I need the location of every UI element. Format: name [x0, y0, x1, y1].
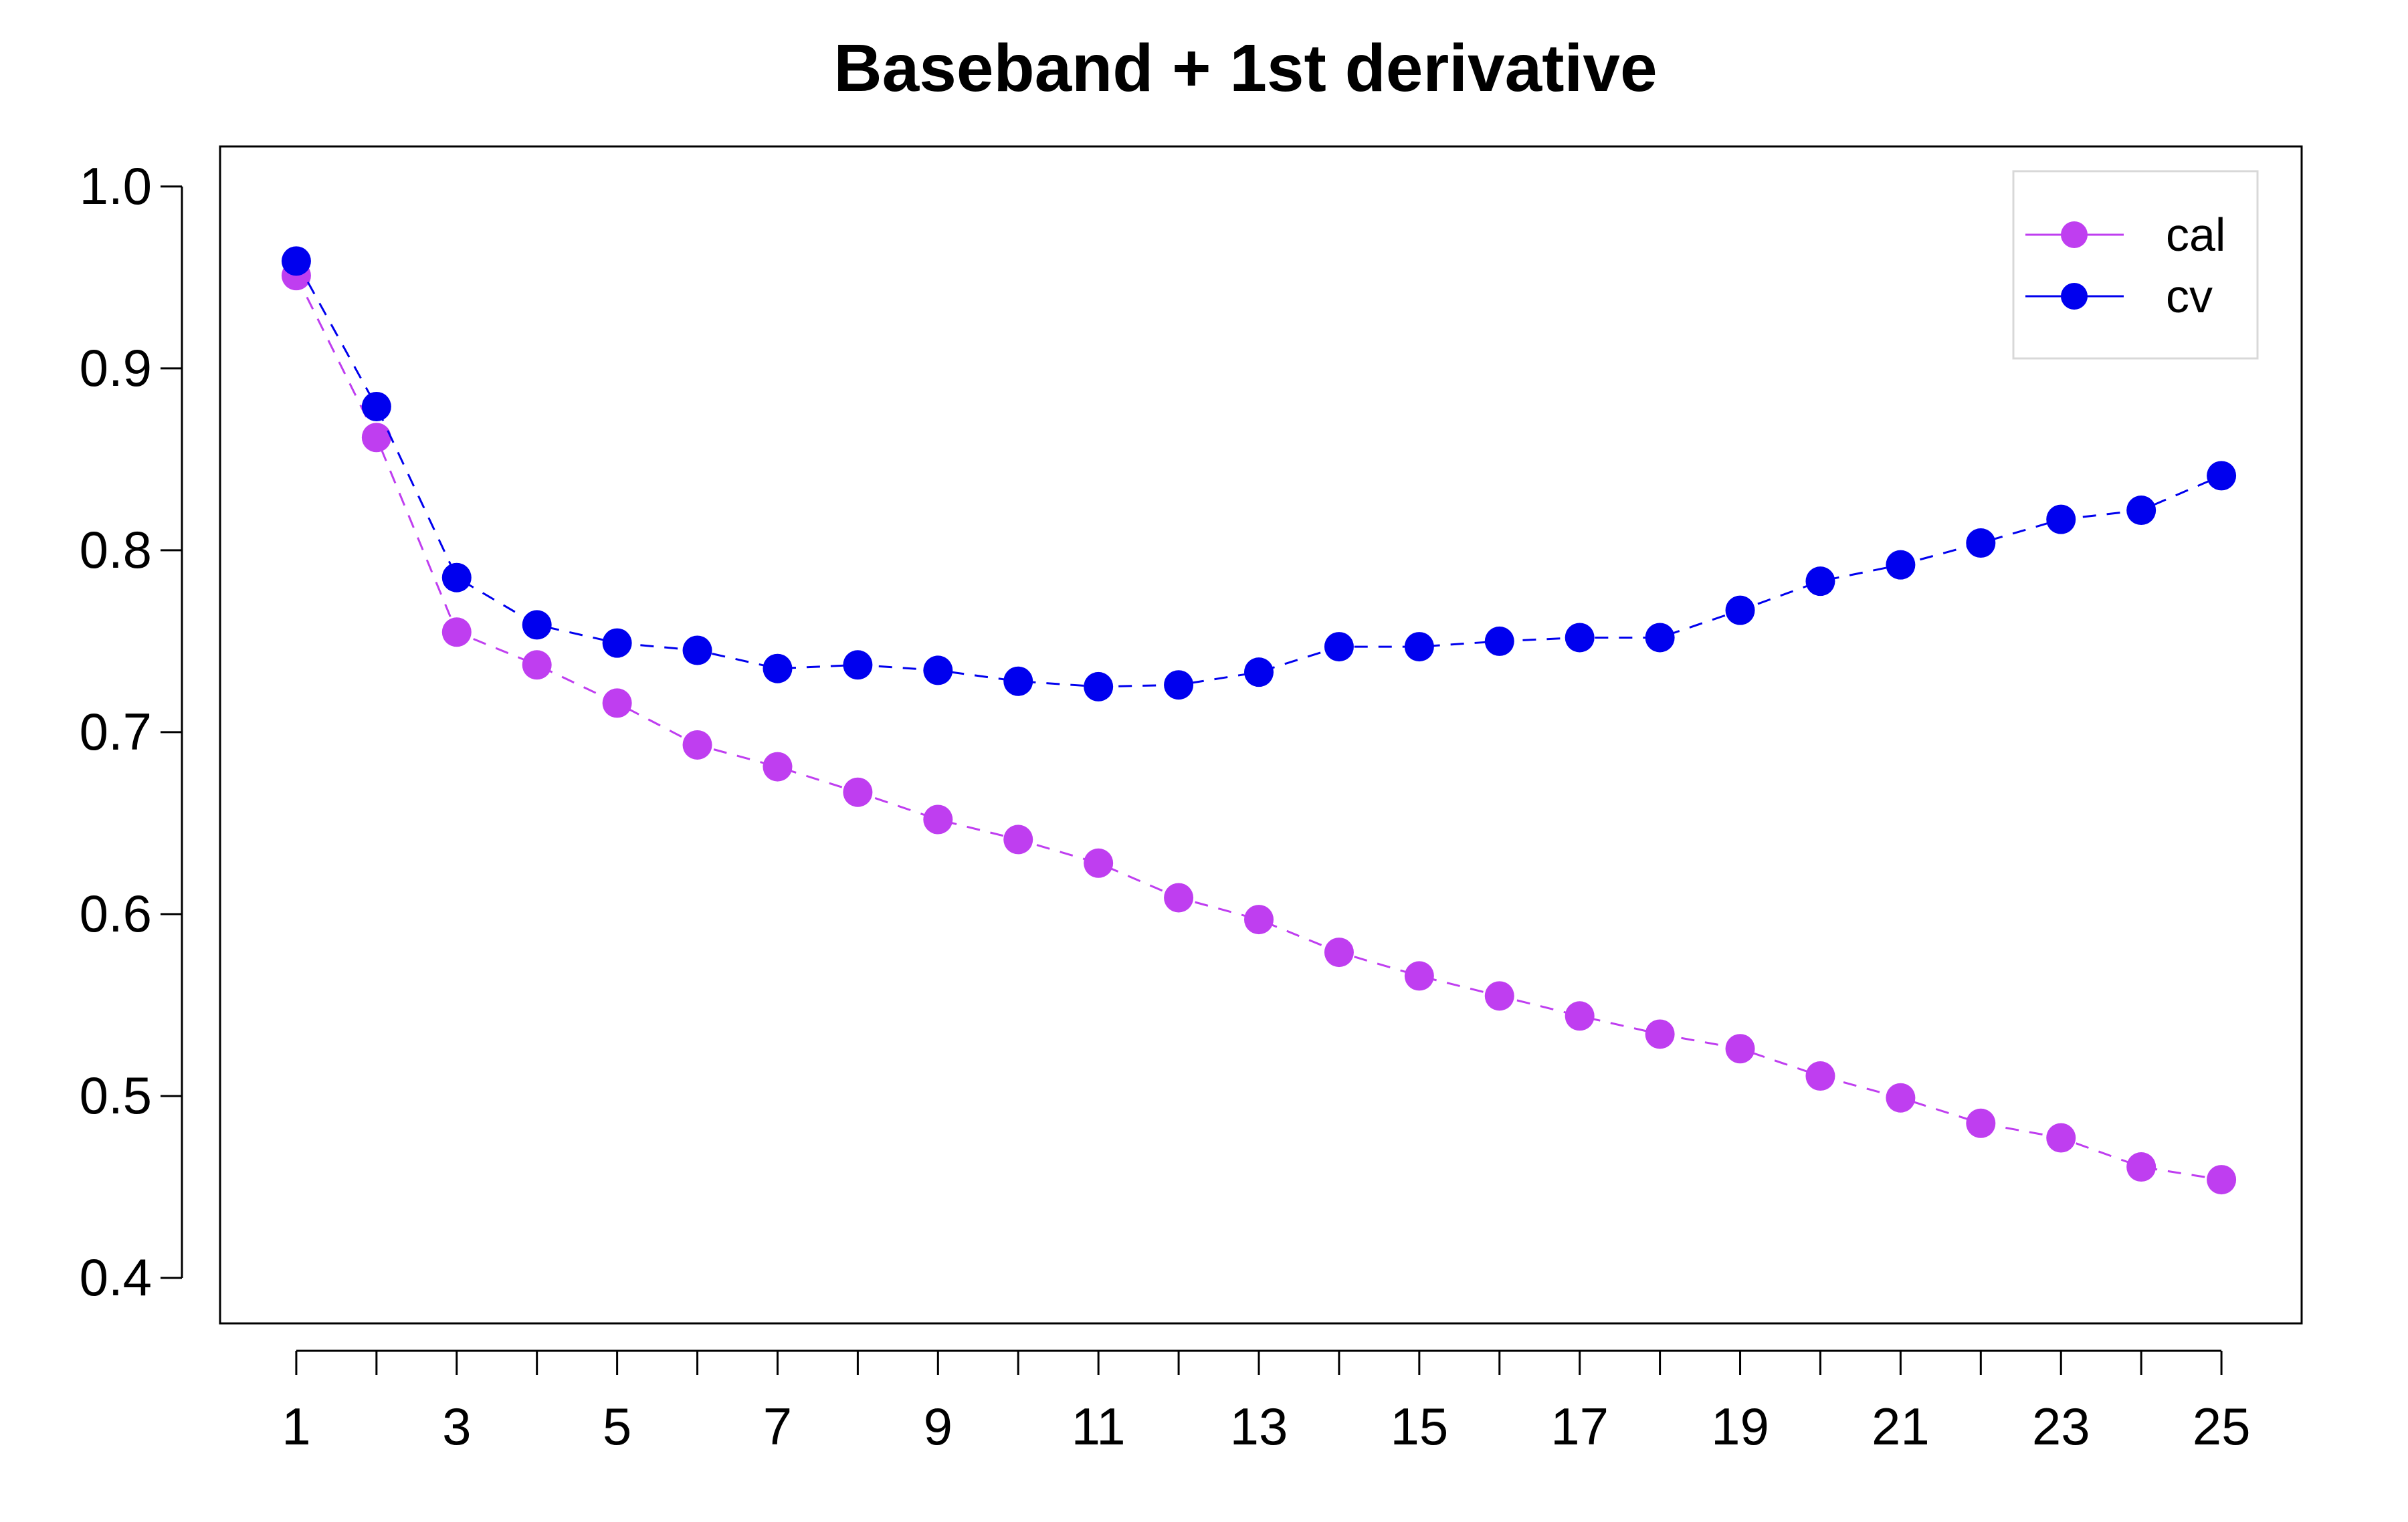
x-tick-label: 21 — [1872, 1397, 1930, 1456]
series-cal — [281, 261, 2237, 1195]
x-tick-label: 9 — [924, 1397, 952, 1456]
data-point-cal — [1084, 848, 1114, 878]
data-point-cv — [361, 391, 391, 421]
y-tick-label: 0.5 — [80, 1066, 152, 1125]
data-point-cv — [1805, 566, 1835, 596]
legend-point-cal — [2061, 221, 2088, 248]
data-point-cv — [522, 610, 552, 640]
series-line-cv — [295, 260, 2222, 688]
data-point-cv — [1484, 626, 1514, 656]
data-point-cal — [763, 752, 793, 782]
legend-item-cal: cal — [2025, 209, 2225, 261]
y-tick-label: 0.4 — [80, 1248, 152, 1307]
data-point-cal — [1886, 1083, 1916, 1113]
y-tick-label: 0.6 — [80, 884, 152, 943]
data-point-cv — [441, 562, 472, 592]
x-tick-label: 5 — [603, 1397, 631, 1456]
data-point-cal — [2126, 1152, 2156, 1182]
data-point-cal — [2046, 1123, 2076, 1153]
data-point-cal — [682, 730, 712, 760]
x-tick-label: 15 — [1390, 1397, 1448, 1456]
legend: cal cv — [2012, 170, 2259, 360]
legend-item-cv: cv — [2025, 270, 2213, 322]
data-point-cv — [1244, 657, 1274, 687]
y-tick-label: 0.9 — [80, 338, 152, 397]
data-point-cal — [1645, 1019, 1675, 1049]
y-axis: 0.4 0.5 0.6 0.7 0.8 0.9 1.0 — [80, 156, 183, 1307]
data-point-cal — [1164, 883, 1194, 913]
data-point-cal — [1324, 938, 1354, 968]
y-tick-label: 0.7 — [80, 702, 152, 761]
y-tick-label: 1.0 — [80, 156, 152, 215]
data-point-cal — [1244, 905, 1274, 935]
x-tick-label: 11 — [1072, 1397, 1126, 1456]
data-point-cal — [1725, 1034, 1755, 1064]
x-tick-label: 17 — [1550, 1397, 1609, 1456]
x-axis: 1 3 5 7 9 11 13 15 17 19 21 23 25 — [282, 1349, 2251, 1456]
data-point-cal — [843, 777, 873, 807]
data-point-cv — [763, 653, 793, 683]
x-tick-label: 7 — [763, 1397, 792, 1456]
series-line-cal — [295, 275, 2222, 1181]
data-point-cv — [281, 246, 311, 276]
data-point-cal — [1565, 1001, 1595, 1031]
x-tick-label: 25 — [2193, 1397, 2251, 1456]
data-point-cv — [1164, 670, 1194, 700]
data-point-cv — [1565, 623, 1595, 653]
data-point-cal — [1003, 825, 1033, 855]
data-point-cv — [602, 628, 632, 658]
legend-label-cal: cal — [2166, 209, 2225, 261]
plot-frame — [219, 145, 2303, 1325]
x-tick-label: 13 — [1230, 1397, 1288, 1456]
y-tick-label: 0.8 — [80, 520, 152, 579]
data-point-cal — [1805, 1061, 1835, 1091]
data-point-cal — [923, 804, 953, 835]
data-point-cv — [1966, 528, 1996, 558]
legend-point-cv — [2061, 283, 2088, 310]
data-point-cal — [1404, 961, 1434, 991]
data-point-cv — [1725, 595, 1755, 625]
x-tick-label: 3 — [442, 1397, 471, 1456]
data-point-cv — [682, 635, 712, 665]
data-point-cal — [602, 688, 632, 718]
legend-box — [2012, 170, 2259, 360]
data-point-cv — [1404, 632, 1434, 662]
data-point-cv — [1886, 550, 1916, 580]
data-point-cv — [843, 650, 873, 680]
data-point-cv — [2046, 504, 2076, 534]
series-layer — [281, 246, 2237, 1195]
data-point-cal — [361, 423, 391, 453]
data-point-cal — [441, 617, 472, 647]
data-point-cv — [2207, 461, 2237, 491]
data-point-cv — [1645, 623, 1675, 653]
data-point-cv — [1324, 632, 1354, 662]
chart-title: Baseband + 1st derivative — [833, 31, 1657, 106]
data-point-cv — [923, 655, 953, 685]
x-tick-label: 1 — [282, 1397, 310, 1456]
data-point-cv — [1003, 666, 1033, 696]
data-point-cal — [522, 650, 552, 680]
x-tick-label: 23 — [2032, 1397, 2090, 1456]
legend-label-cv: cv — [2166, 270, 2213, 322]
x-tick-label: 19 — [1711, 1397, 1769, 1456]
data-point-cal — [1966, 1108, 1996, 1138]
data-point-cal — [2207, 1165, 2237, 1195]
data-point-cv — [2126, 496, 2156, 526]
series-cv — [281, 246, 2237, 701]
data-point-cv — [1084, 671, 1114, 701]
data-point-cal — [1484, 981, 1514, 1011]
